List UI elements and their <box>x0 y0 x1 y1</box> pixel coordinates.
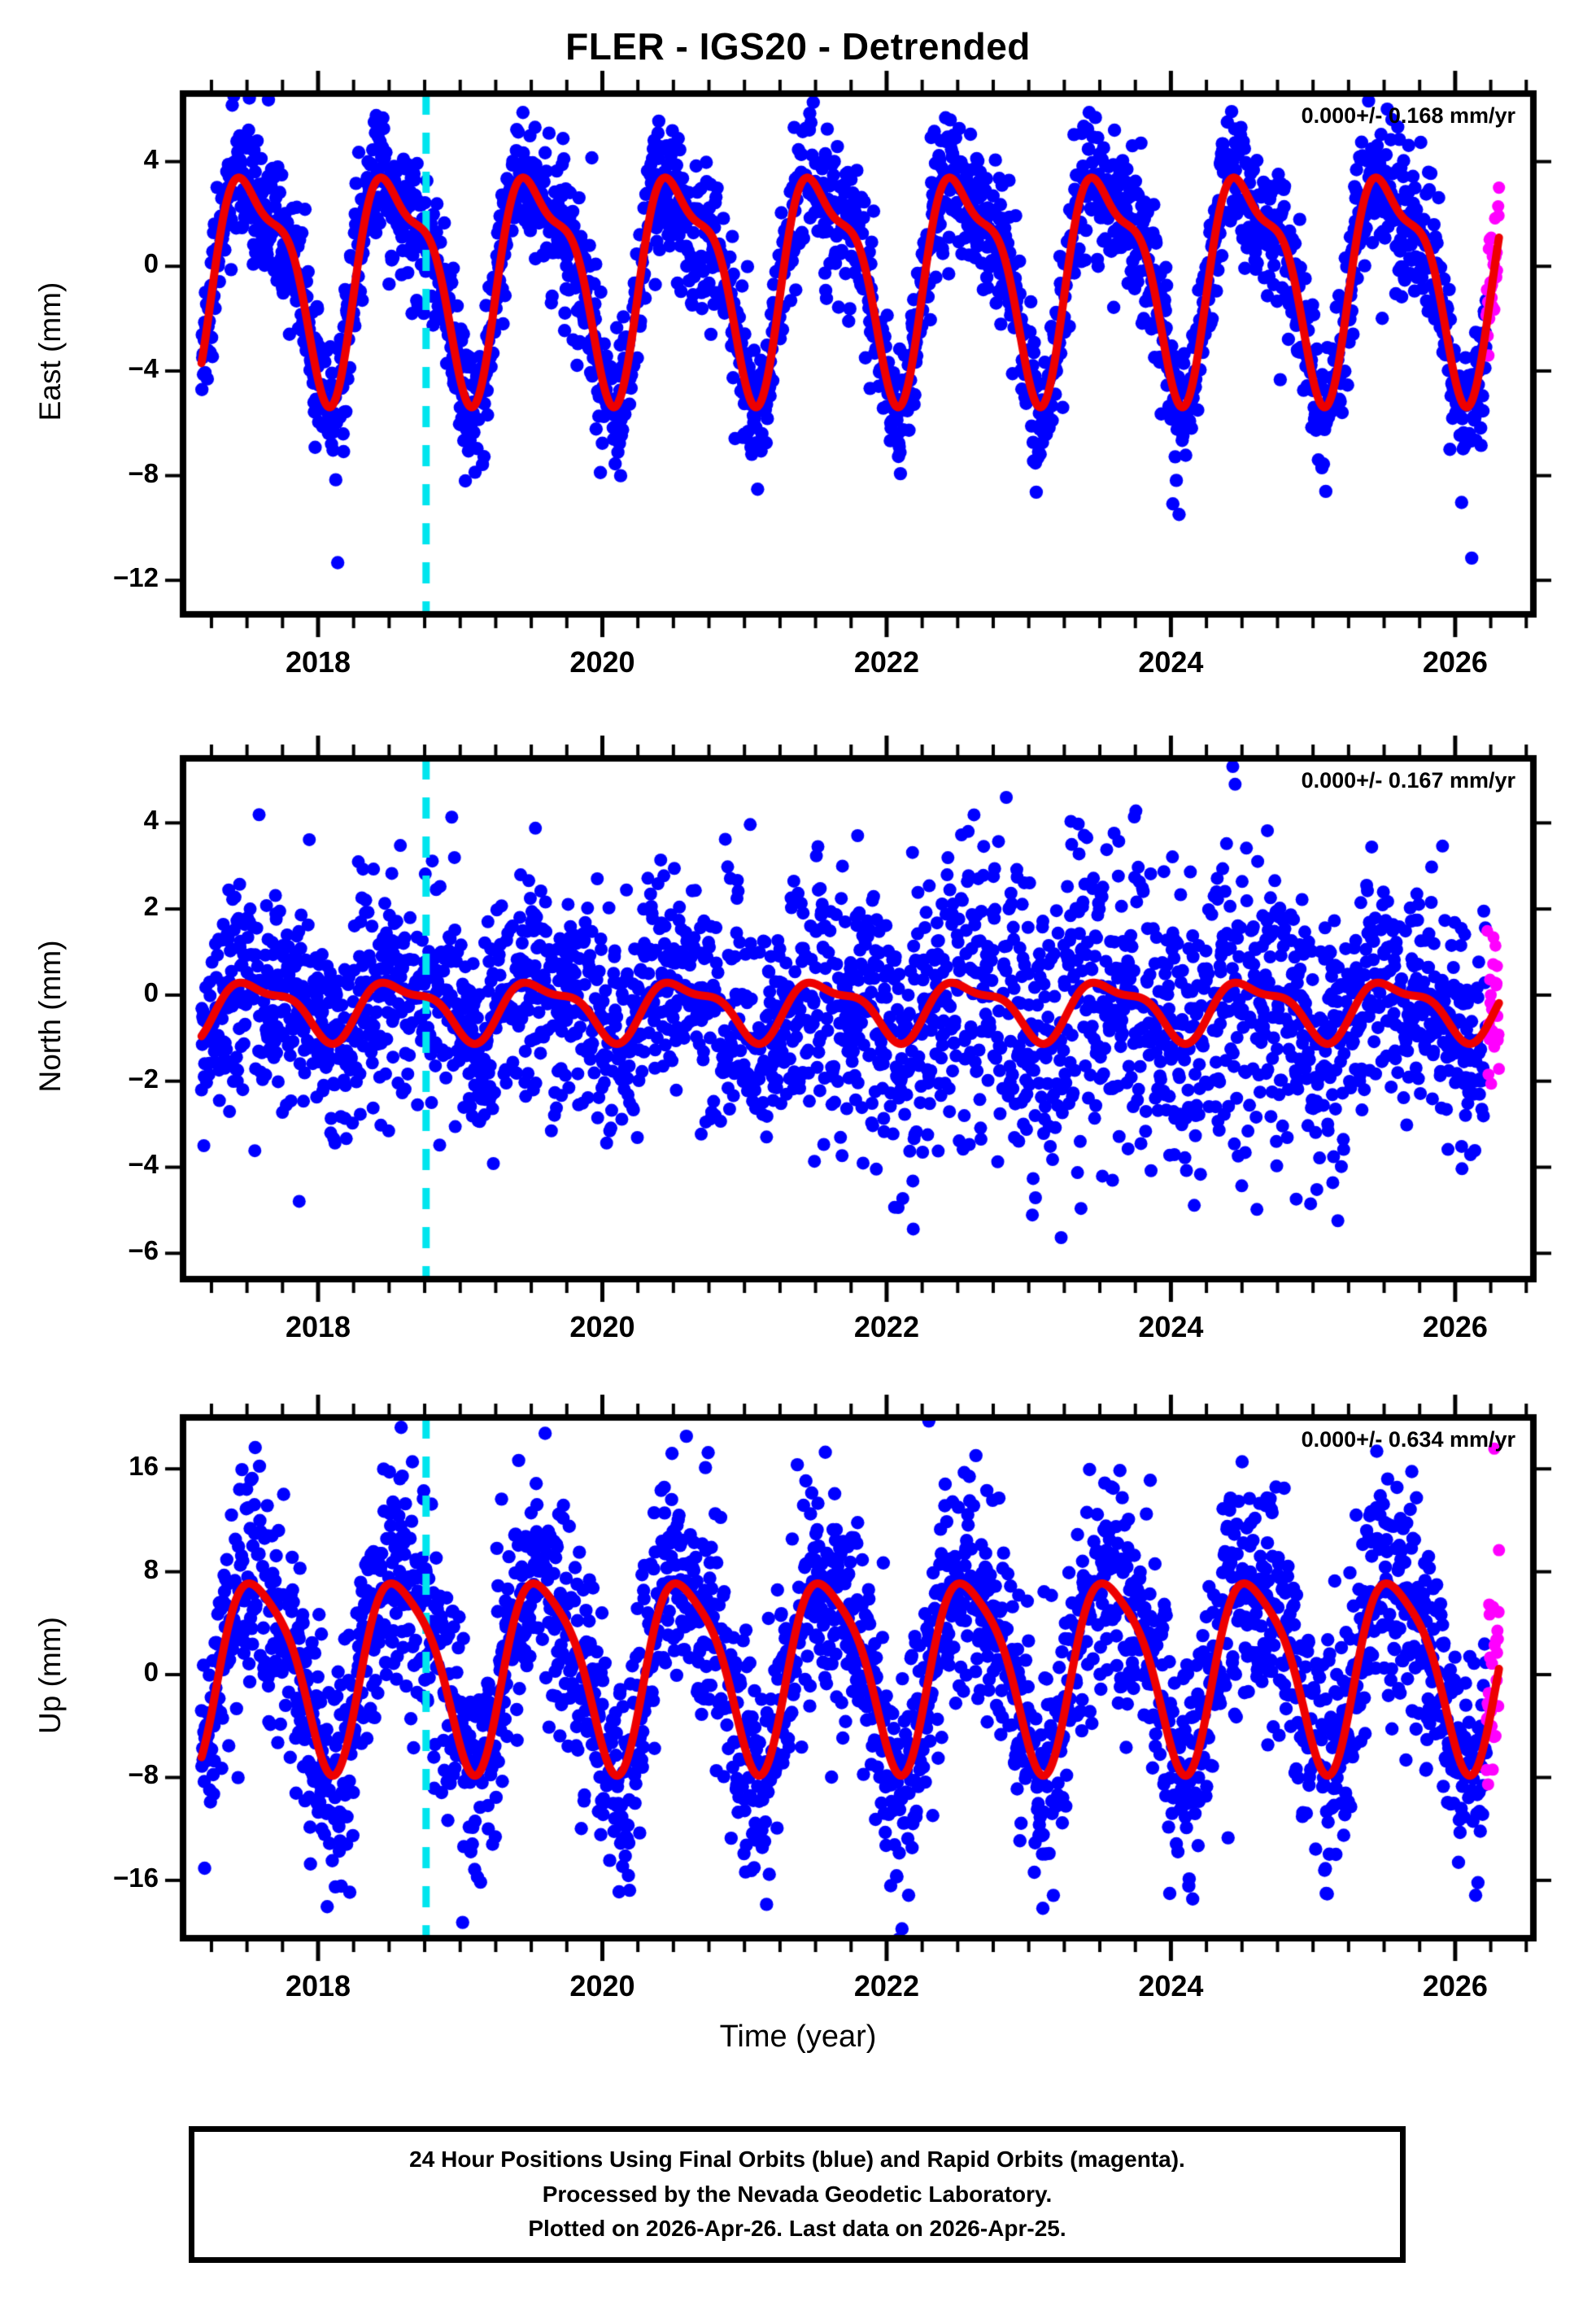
y-tick-label-east: −8 <box>128 457 159 488</box>
y-tick-label-north: −6 <box>128 1235 159 1266</box>
x-tick-label: 2018 <box>285 1969 351 2002</box>
y-tick-label-north: 0 <box>143 976 159 1007</box>
y-tick-label-north: 4 <box>143 805 159 836</box>
x-tick-label: 2022 <box>853 645 919 679</box>
caption-line-2: Processed by the Nevada Geodetic Laborat… <box>542 2181 1053 2207</box>
x-tick-label: 2022 <box>853 1969 919 2002</box>
y-tick-label-north: 2 <box>143 891 159 922</box>
x-tick-label: 2018 <box>285 1310 351 1343</box>
y-tick-label-up: −8 <box>128 1759 159 1790</box>
x-tick-label: 2020 <box>569 1310 635 1343</box>
caption-line-1: 24 Hour Positions Using Final Orbits (bl… <box>409 2147 1185 2173</box>
x-tick-label: 2024 <box>1138 645 1204 679</box>
y-tick-label-east: −4 <box>128 352 159 383</box>
x-tick-label: 2026 <box>1422 645 1488 679</box>
x-tick-label: 2026 <box>1422 1310 1488 1343</box>
x-tick-label: 2026 <box>1422 1969 1488 2002</box>
caption-line-3: Plotted on 2026-Apr-26. Last data on 202… <box>528 2216 1066 2242</box>
y-tick-label-up: 0 <box>143 1657 159 1688</box>
x-tick-label: 2020 <box>569 1969 635 2002</box>
rate-label-up: 0.000+/- 0.634 mm/yr <box>1301 1427 1515 1452</box>
page-title: FLER - IGS20 - Detrended <box>565 25 1031 68</box>
y-tick-label-north: −4 <box>128 1149 159 1180</box>
x-tick-label: 2018 <box>285 645 351 679</box>
y-tick-label-east: 4 <box>143 143 159 174</box>
y-tick-label-up: 16 <box>129 1451 159 1482</box>
rate-label-north: 0.000+/- 0.167 mm/yr <box>1301 768 1515 793</box>
x-tick-label: 2020 <box>569 645 635 679</box>
y-tick-label-up: 8 <box>143 1553 159 1584</box>
x-tick-label: 2024 <box>1138 1310 1204 1343</box>
y-tick-label-east: −12 <box>113 562 159 593</box>
y-tick-label-east: 0 <box>143 248 159 279</box>
rate-label-east: 0.000+/- 0.168 mm/yr <box>1301 103 1515 128</box>
x-tick-label: 2022 <box>853 1310 919 1343</box>
y-tick-label-north: −2 <box>128 1063 159 1094</box>
y-tick-label-up: −16 <box>113 1862 159 1893</box>
caption-box: 24 Hour Positions Using Final Orbits (bl… <box>189 2126 1406 2263</box>
x-tick-label: 2024 <box>1138 1969 1204 2002</box>
axis-label-time: Time (year) <box>719 2020 877 2054</box>
